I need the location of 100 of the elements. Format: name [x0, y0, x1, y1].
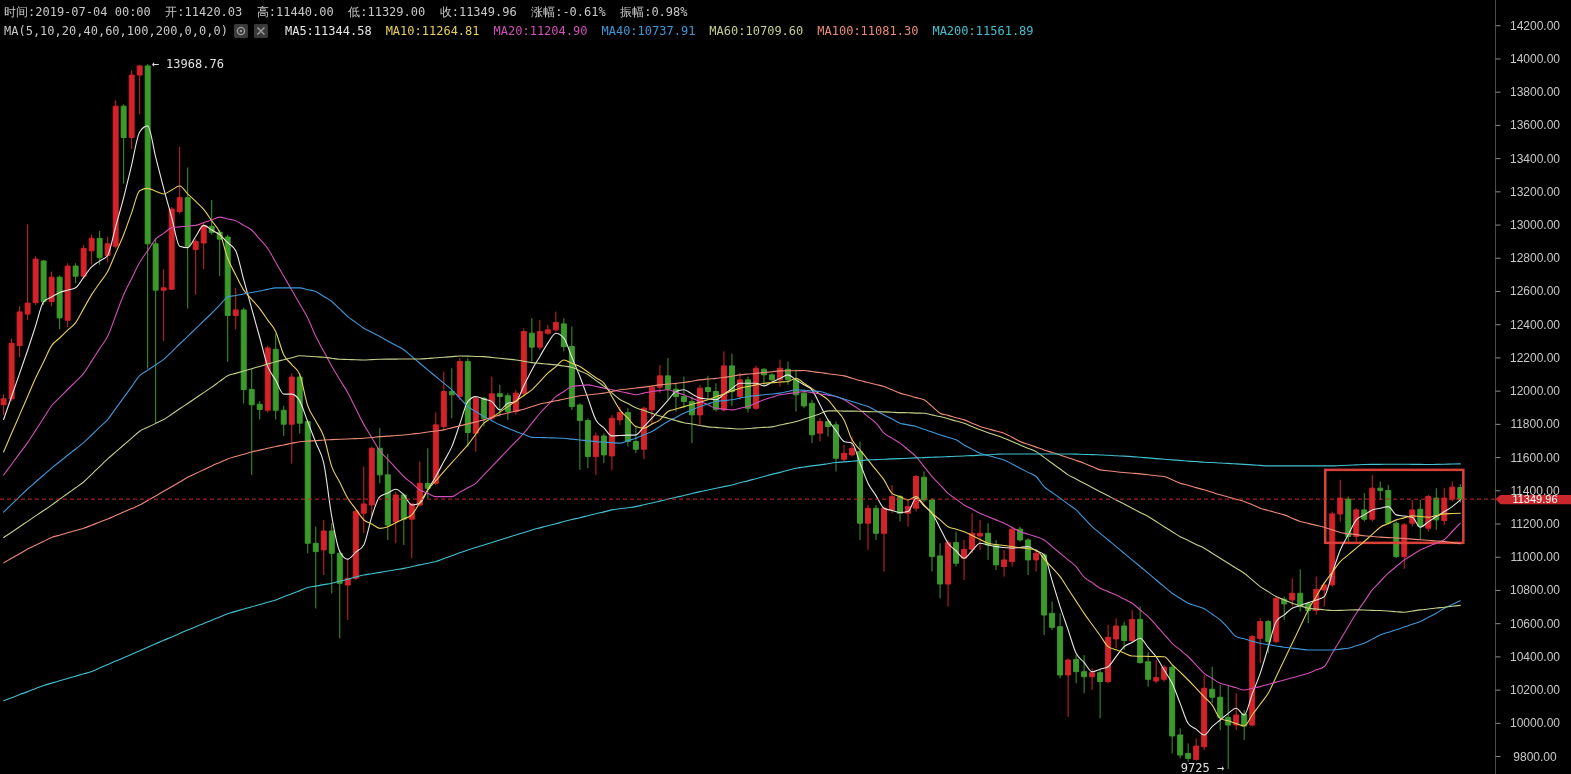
- candlestick: [96, 230, 103, 266]
- candlestick: [1345, 495, 1352, 543]
- candlestick: [1153, 659, 1160, 684]
- candlestick: [1273, 596, 1280, 644]
- candlestick: [440, 371, 447, 431]
- text: 11349.96: [1512, 493, 1558, 506]
- y-tick-label: 13600.00: [1509, 118, 1561, 133]
- candlestick: [1225, 684, 1232, 770]
- candlestick: [1321, 581, 1328, 608]
- candlestick: [152, 237, 159, 425]
- candlestick: [616, 406, 623, 426]
- candlestick: [833, 421, 839, 473]
- y-tick-label: 10000.00: [1509, 716, 1561, 731]
- candlestick: [448, 367, 455, 419]
- candlestick: [160, 268, 167, 342]
- candlestick: [424, 447, 431, 499]
- text: MA200:11561.89: [932, 24, 1034, 38]
- candlestick: [464, 357, 471, 448]
- candlestick: [1009, 526, 1016, 568]
- line-series: [3, 453, 1461, 702]
- candlestick: [1081, 654, 1088, 694]
- candlestick: [312, 526, 319, 609]
- y-tick-label: 12200.00: [1509, 350, 1561, 365]
- y-tick-label: 10400.00: [1509, 649, 1561, 664]
- candlestick: [112, 99, 119, 249]
- y-tick-label: 10600.00: [1509, 616, 1561, 631]
- candlestick: [376, 427, 383, 484]
- candlestick: [40, 259, 47, 306]
- y-tick-label: 13200.00: [1509, 184, 1561, 199]
- candlestick: [1113, 617, 1120, 649]
- text: MA60:10709.60: [709, 24, 804, 38]
- candlestick: [1049, 601, 1056, 631]
- y-tick-label: 10800.00: [1509, 583, 1561, 598]
- candlestick: [1401, 522, 1408, 570]
- candlestick: [496, 384, 503, 418]
- y-tick-label: 13800.00: [1509, 85, 1561, 100]
- candlestick: [768, 372, 775, 384]
- candlestick: [969, 512, 976, 554]
- candlestick: [648, 384, 655, 426]
- text: MA100:11081.30: [817, 24, 919, 38]
- candlestick: [881, 506, 887, 573]
- candlestick: [184, 167, 191, 310]
- candlestick: [520, 327, 527, 398]
- candlestick: [576, 402, 583, 471]
- candlestick: [1209, 666, 1216, 704]
- candlestick: [632, 425, 639, 454]
- candlestick: [1001, 549, 1008, 578]
- candlestick: [248, 368, 255, 476]
- candlestick: [841, 444, 847, 463]
- candlestick: [664, 357, 671, 401]
- candlestick: [825, 419, 831, 437]
- candlestick: [1065, 657, 1072, 718]
- y-tick-label: 11600.00: [1510, 450, 1560, 465]
- candlestick: [336, 549, 343, 639]
- candlestick: [1105, 624, 1112, 684]
- candlestick: [857, 440, 863, 541]
- candlestick: [136, 64, 143, 115]
- candlestick: [48, 271, 55, 307]
- candlestick: [88, 234, 95, 266]
- candlestick: [945, 539, 952, 608]
- candlestick: [1193, 737, 1200, 762]
- candlestick: [1145, 651, 1152, 688]
- candlestick: [56, 274, 63, 330]
- candlestick: [1233, 692, 1240, 731]
- annotation: ← 13968.76: [151, 57, 224, 72]
- candlestick: [953, 531, 960, 568]
- candlestick: [320, 519, 327, 576]
- text: MA10:11264.81: [385, 24, 480, 38]
- text: MA20:11204.90: [493, 24, 588, 38]
- candlestick: [817, 417, 823, 442]
- candlestick: [352, 509, 359, 581]
- candlestick: [536, 319, 543, 351]
- candlestick: [993, 539, 1000, 571]
- candlestick: [1089, 667, 1096, 691]
- candlestick: [192, 238, 199, 296]
- candlestick: [1217, 684, 1224, 731]
- y-tick-label: 11800.00: [1510, 417, 1560, 432]
- candlestick: [1177, 727, 1184, 759]
- annotation: 9725 →: [1180, 761, 1225, 774]
- y-tick-label: 12800.00: [1509, 251, 1561, 266]
- candlestick: [809, 399, 815, 444]
- candlestick: [1257, 617, 1264, 664]
- candlestick: [1137, 606, 1144, 664]
- candlestick: [1057, 612, 1064, 679]
- y-tick-label: 12600.00: [1509, 284, 1561, 299]
- candlestick: [600, 432, 607, 464]
- candlestick: [72, 262, 79, 284]
- candlestick: [264, 345, 271, 414]
- candlestick: [937, 542, 944, 599]
- text: MA40:10737.91: [601, 24, 696, 38]
- candlestick: [1297, 568, 1304, 613]
- candlestick: [200, 222, 207, 270]
- candlestick: [1385, 484, 1392, 526]
- candlestick: [344, 557, 351, 621]
- candlestick: [873, 504, 879, 541]
- y-tick-label: 13400.00: [1509, 151, 1561, 166]
- candlestick: [608, 414, 615, 471]
- candlestick: [1073, 654, 1080, 684]
- candlestick: [64, 262, 71, 328]
- line-series: [3, 287, 1461, 651]
